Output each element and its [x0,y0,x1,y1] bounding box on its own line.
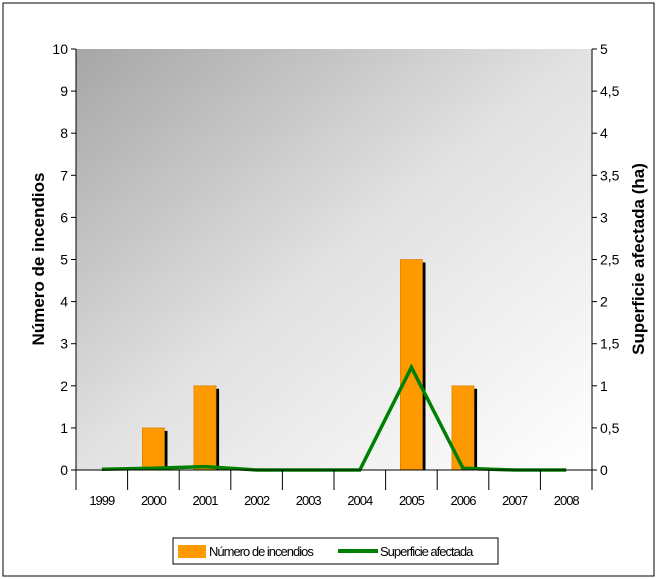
y-right-tick-label: 5 [600,41,608,57]
y-tick-label: 8 [60,125,68,141]
x-tick-label: 2008 [554,493,580,508]
x-tick-label: 2000 [141,493,167,508]
y-tick-label: 7 [60,167,68,183]
x-tick-label: 2001 [193,493,219,508]
bar [193,385,217,471]
y-tick-label: 4 [60,294,68,310]
y-right-tick-label: 0,5 [600,420,620,436]
x-tick-label: 2005 [399,493,425,508]
x-tick-label: 2006 [451,493,477,508]
bar [451,385,475,471]
y-right-tick-label: 3,5 [600,167,620,183]
y-right-tick-label: 2 [600,294,608,310]
y-right-tick-label: 4 [600,125,608,141]
x-tick-label: 2003 [296,493,322,508]
y-tick-label: 2 [60,378,68,394]
y-right-tick-label: 1 [600,378,608,394]
legend-label-line: Superficie afectada [380,544,474,559]
bar [142,427,165,471]
y-tick-label: 10 [52,41,68,57]
y-axis-title: Número de incendios [29,173,48,346]
y-tick-label: 0 [60,462,68,478]
x-tick-label: 1999 [89,493,115,508]
y-tick-label: 1 [60,420,68,436]
y-right-tick-label: 1,5 [600,336,620,352]
legend-swatch-bar [178,545,206,558]
x-tick-label: 2004 [347,493,373,508]
y-right-tick-label: 4,5 [600,83,620,99]
y-right-tick-label: 0 [600,462,608,478]
y-right-tick-label: 3 [600,209,608,225]
legend-box [172,537,499,565]
y-tick-label: 9 [60,83,68,99]
y-tick-label: 6 [60,209,68,225]
legend-label-bar: Número de incendios [209,544,314,559]
y-axis-right-title: Superficie afectada (ha) [629,163,648,355]
y-tick-label: 3 [60,336,68,352]
x-tick-label: 2007 [502,493,528,508]
x-tick-label: 2002 [244,493,270,508]
legend: Número de incendios Superficie afectada [172,537,499,565]
y-right-tick-label: 2,5 [600,252,620,268]
plot-area [76,49,592,470]
y-tick-label: 5 [60,252,68,268]
